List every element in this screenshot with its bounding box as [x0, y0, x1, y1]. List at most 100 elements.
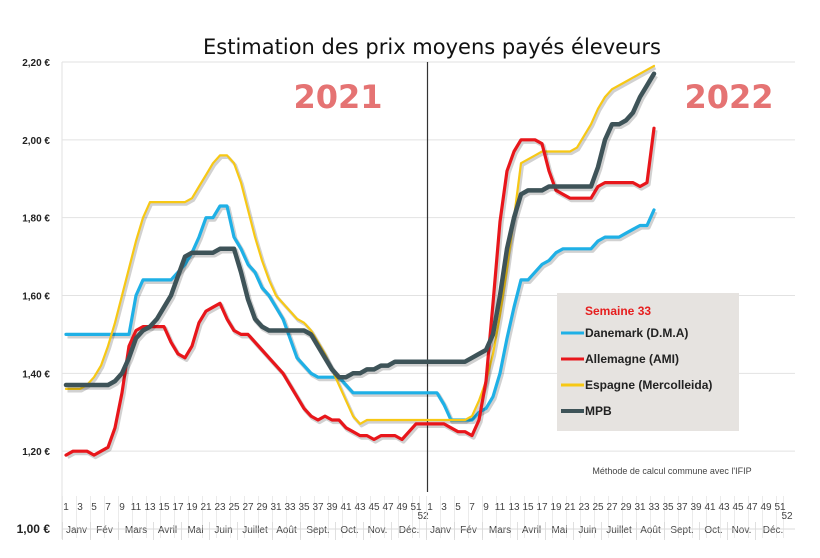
series-line-espagne-mercolleida	[64, 64, 656, 425]
series-shadow-danemark-d-m-a	[67, 205, 658, 425]
week-tick-label: 51	[774, 502, 786, 513]
month-label: Janv	[430, 525, 451, 536]
chart-title: Estimation des prix moyens payés éleveur…	[203, 35, 661, 59]
x-axis: 1 3 5 7 9 11 13 15 17 19 21 23 25 27 29 31 33 35 37 39 41 43 4…	[62, 496, 795, 540]
y-tick-label: 1,60 €	[22, 292, 50, 303]
week-tick-label: 13	[144, 502, 156, 513]
week-tick-label: 3	[441, 502, 447, 513]
series-lines	[63, 64, 658, 460]
week-tick-label: 41	[704, 502, 716, 513]
month-label: Avril	[158, 525, 177, 536]
week-tick-label: 21	[200, 502, 212, 513]
y-tick-label: 1,00 €	[17, 522, 51, 536]
month-label: Fév	[460, 525, 477, 536]
week-tick-label: 7	[469, 502, 475, 513]
week-tick-label: 49	[396, 502, 408, 513]
month-label: Déc.	[763, 525, 784, 536]
y-tick-label: 2,00 €	[22, 136, 50, 147]
month-label: Oct.	[704, 525, 722, 536]
month-label: Mai	[187, 525, 203, 536]
legend-background	[557, 293, 739, 431]
method-note: Méthode de calcul commune avec l'IFIP	[592, 466, 751, 476]
week-tick-label: 39	[326, 502, 338, 513]
week-tick-label: 49	[760, 502, 772, 513]
week-tick-label: 33	[648, 502, 660, 513]
week-tick-label: 15	[158, 502, 170, 513]
week-tick-label: 31	[634, 502, 646, 513]
year-label-2022: 2022	[684, 78, 773, 116]
month-label: Fév	[96, 525, 113, 536]
week-tick-label: 17	[536, 502, 548, 513]
month-label: Juillet	[242, 525, 268, 536]
week-tick-label: 37	[312, 502, 324, 513]
series-line-mpb	[63, 71, 657, 388]
month-label: Juin	[214, 525, 232, 536]
week-tick-label: 35	[298, 502, 310, 513]
legend-label-mpb: MPB	[585, 404, 612, 418]
month-label: Avril	[522, 525, 541, 536]
month-label: Déc.	[399, 525, 420, 536]
week-tick-label: 45	[732, 502, 744, 513]
week-tick-label: 47	[746, 502, 758, 513]
week-tick-label: 25	[228, 502, 240, 513]
legend-title: Semaine 33	[585, 304, 651, 318]
year-label-2021: 2021	[293, 78, 382, 116]
week-tick-label: 43	[354, 502, 366, 513]
y-tick-label: 1,20 €	[22, 447, 50, 458]
week-tick-label: 33	[284, 502, 296, 513]
week-tick-label: 9	[119, 502, 125, 513]
week-tick-label: 19	[186, 502, 198, 513]
month-label: Nov.	[368, 525, 388, 536]
month-label: Mai	[551, 525, 567, 536]
week-tick-label: 29	[620, 502, 632, 513]
week-tick-label: 47	[382, 502, 394, 513]
week-tick-label: 5	[455, 502, 461, 513]
week-tick-label: 9	[483, 502, 489, 513]
week-tick-label: 45	[368, 502, 380, 513]
week-tick-label: 51	[410, 502, 422, 513]
week-tick-label: 1	[63, 502, 69, 513]
week-tick-label: 15	[522, 502, 534, 513]
month-label: Sept.	[306, 525, 329, 536]
legend-label-allemagne-ami: Allemagne (AMI)	[585, 352, 679, 366]
week-tick-label: 1	[427, 502, 433, 513]
series-shadow-espagne-mercolleida	[67, 66, 657, 428]
week-tick-label: 29	[256, 502, 268, 513]
month-label: Oct.	[340, 525, 358, 536]
series-line-danemark-d-m-a	[64, 204, 656, 422]
week-tick-label: 37	[676, 502, 688, 513]
gridlines	[61, 61, 795, 539]
week-tick-label: 43	[718, 502, 730, 513]
week-tick-label: 11	[495, 502, 506, 513]
week-tick-label: 11	[131, 502, 142, 513]
month-label: Mars	[125, 525, 147, 536]
month-label: Janv	[66, 525, 87, 536]
y-tick-label: 2,20 €	[22, 58, 50, 69]
legend-label-espagne-mercolleida: Espagne (Mercolleida)	[585, 378, 712, 392]
week-tick-label: 23	[578, 502, 590, 513]
week-tick-label: 31	[270, 502, 282, 513]
week-tick-label: 35	[662, 502, 674, 513]
month-label: Août	[640, 525, 661, 536]
week-tick-label: 27	[606, 502, 618, 513]
series-line-allemagne-ami	[64, 126, 656, 457]
week-tick-label: 7	[105, 502, 111, 513]
week-tick-label: 17	[172, 502, 184, 513]
week-tick-label: 41	[340, 502, 352, 513]
week-tick-label: 52	[417, 511, 429, 522]
month-label: Sept.	[670, 525, 693, 536]
y-tick-label: 1,40 €	[22, 369, 50, 380]
week-tick-label: 27	[242, 502, 254, 513]
month-label: Juin	[578, 525, 596, 536]
week-tick-label: 25	[592, 502, 604, 513]
week-tick-label: 39	[690, 502, 702, 513]
week-tick-label: 52	[781, 511, 793, 522]
week-tick-label: 5	[91, 502, 97, 513]
month-label: Nov.	[732, 525, 752, 536]
legend-label-danemark-d-m-a: Danemark (D.M.A)	[585, 326, 688, 340]
y-axis: 1,00 € 1,20 € 1,40 € 1,60 € 1,80 € 2,00 € 2,20…	[17, 58, 51, 536]
y-tick-label: 1,80 €	[22, 214, 50, 225]
week-tick-label: 23	[214, 502, 226, 513]
month-label: Août	[276, 525, 297, 536]
